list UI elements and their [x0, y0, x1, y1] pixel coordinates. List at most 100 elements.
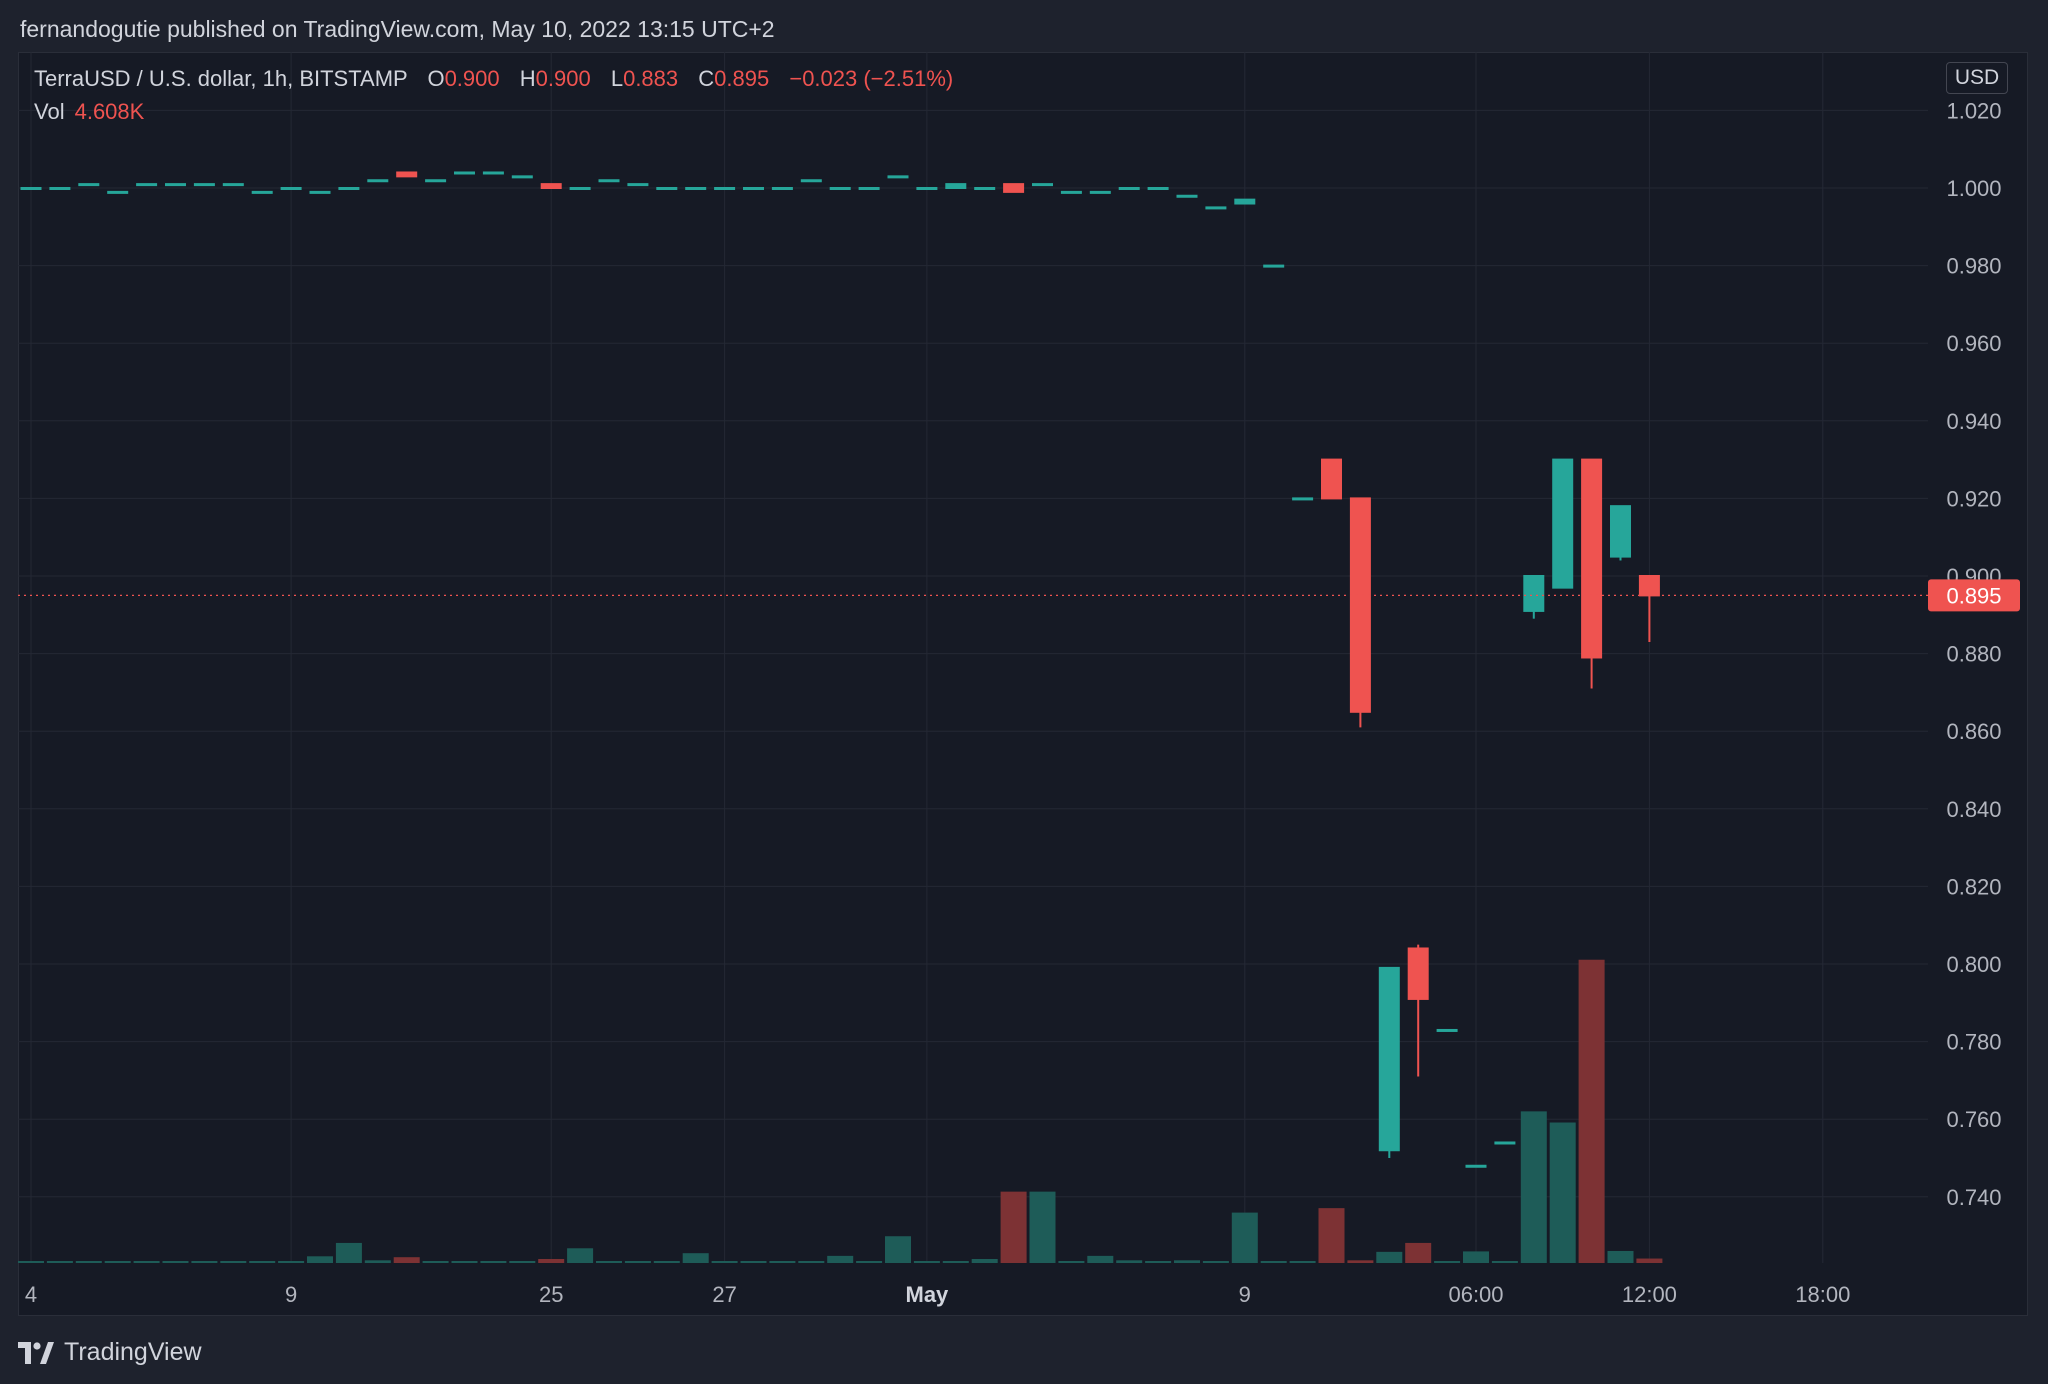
candle[interactable]: [829, 187, 851, 190]
candle[interactable]: [887, 175, 909, 179]
candle-body[interactable]: [1407, 947, 1429, 1000]
candle-body[interactable]: [1638, 575, 1660, 597]
candle[interactable]: [78, 183, 100, 187]
candle-body[interactable]: [49, 187, 71, 190]
candle-body[interactable]: [1581, 458, 1603, 659]
candle-body[interactable]: [1292, 497, 1314, 501]
currency-button[interactable]: USD: [1946, 62, 2008, 94]
candle[interactable]: [49, 187, 71, 190]
candle[interactable]: [165, 183, 186, 187]
candle[interactable]: [367, 179, 389, 183]
candle[interactable]: [1321, 458, 1342, 500]
chart-pane[interactable]: [18, 52, 2028, 1316]
candle[interactable]: [685, 187, 707, 190]
candle-body[interactable]: [107, 190, 129, 194]
candle-body[interactable]: [251, 190, 273, 194]
candle-body[interactable]: [858, 187, 880, 190]
candle-body[interactable]: [829, 187, 851, 190]
candle[interactable]: [1292, 497, 1314, 501]
candle-body[interactable]: [193, 183, 215, 187]
candle-body[interactable]: [1089, 190, 1111, 194]
candle-body[interactable]: [1118, 187, 1140, 190]
candle-body[interactable]: [743, 187, 764, 190]
candle[interactable]: [1032, 183, 1053, 187]
candle-body[interactable]: [1465, 1164, 1487, 1168]
candle-body[interactable]: [1060, 190, 1082, 194]
candle[interactable]: [1552, 458, 1574, 589]
candle[interactable]: [338, 187, 360, 190]
candle[interactable]: [1436, 1028, 1458, 1032]
candle[interactable]: [1176, 194, 1198, 198]
candle-body[interactable]: [685, 187, 707, 190]
candle-body[interactable]: [656, 187, 678, 190]
candle-body[interactable]: [598, 179, 620, 183]
candle[interactable]: [743, 187, 764, 190]
candle-body[interactable]: [1003, 183, 1025, 193]
candle[interactable]: [511, 175, 533, 179]
candle[interactable]: [1147, 187, 1169, 190]
candle[interactable]: [656, 187, 678, 190]
candle-body[interactable]: [454, 171, 475, 175]
candle[interactable]: [1089, 190, 1111, 194]
candle-body[interactable]: [1147, 187, 1169, 190]
candle-body[interactable]: [1378, 966, 1400, 1152]
candle[interactable]: [280, 187, 302, 190]
candle[interactable]: [1638, 575, 1660, 642]
candle-body[interactable]: [945, 183, 967, 189]
candle-body[interactable]: [1234, 198, 1256, 205]
candle-body[interactable]: [569, 187, 591, 190]
candle[interactable]: [1494, 1141, 1516, 1145]
candle-body[interactable]: [1321, 458, 1342, 500]
candle[interactable]: [454, 171, 475, 175]
candle-body[interactable]: [1176, 194, 1198, 198]
price-axis[interactable]: 1.0201.0000.9800.9600.9400.9200.9000.880…: [1928, 98, 2020, 1210]
candle[interactable]: [916, 187, 938, 190]
candle[interactable]: [1581, 458, 1603, 689]
candle[interactable]: [222, 183, 244, 187]
candle-body[interactable]: [800, 179, 822, 183]
candle[interactable]: [1234, 198, 1256, 205]
symbol-title[interactable]: TerraUSD / U.S. dollar, 1h, BITSTAMP: [34, 66, 408, 91]
candle[interactable]: [251, 190, 273, 194]
candle-body[interactable]: [540, 183, 562, 189]
candle[interactable]: [714, 187, 736, 190]
candle[interactable]: [1263, 264, 1285, 268]
candle[interactable]: [627, 183, 649, 187]
time-axis[interactable]: 4 9 25 27 May 9 06:00 12:00 18:00: [25, 1282, 1850, 1307]
candle-body[interactable]: [396, 171, 418, 178]
candle-body[interactable]: [280, 187, 302, 190]
candle-body[interactable]: [136, 183, 158, 187]
candle-body[interactable]: [309, 190, 331, 194]
candle-body[interactable]: [1032, 183, 1053, 187]
candle[interactable]: [20, 187, 42, 190]
candle[interactable]: [1205, 206, 1227, 210]
candle[interactable]: [1349, 497, 1371, 728]
candle-body[interactable]: [425, 179, 447, 183]
candle-body[interactable]: [771, 187, 793, 190]
candle-body[interactable]: [1436, 1028, 1458, 1032]
candle[interactable]: [482, 171, 504, 175]
candle[interactable]: [598, 179, 620, 183]
candles[interactable]: [20, 171, 1660, 1168]
candle[interactable]: [1378, 966, 1400, 1158]
candle-body[interactable]: [1205, 206, 1227, 210]
candle[interactable]: [540, 183, 562, 189]
candle[interactable]: [136, 183, 158, 187]
candle-body[interactable]: [511, 175, 533, 179]
candle[interactable]: [974, 187, 996, 190]
candle-body[interactable]: [78, 183, 100, 187]
candle[interactable]: [858, 187, 880, 190]
candle[interactable]: [309, 190, 331, 194]
candle-body[interactable]: [222, 183, 244, 187]
candle[interactable]: [1003, 183, 1025, 193]
candle-body[interactable]: [1494, 1141, 1516, 1145]
candle-body[interactable]: [1263, 264, 1285, 268]
candle-body[interactable]: [1349, 497, 1371, 713]
tradingview-brand[interactable]: TradingView: [18, 1338, 202, 1367]
candle[interactable]: [1060, 190, 1082, 194]
candle-body[interactable]: [338, 187, 360, 190]
candle[interactable]: [569, 187, 591, 190]
candle-body[interactable]: [887, 175, 909, 179]
candle[interactable]: [1407, 944, 1429, 1077]
candle-body[interactable]: [974, 187, 996, 190]
